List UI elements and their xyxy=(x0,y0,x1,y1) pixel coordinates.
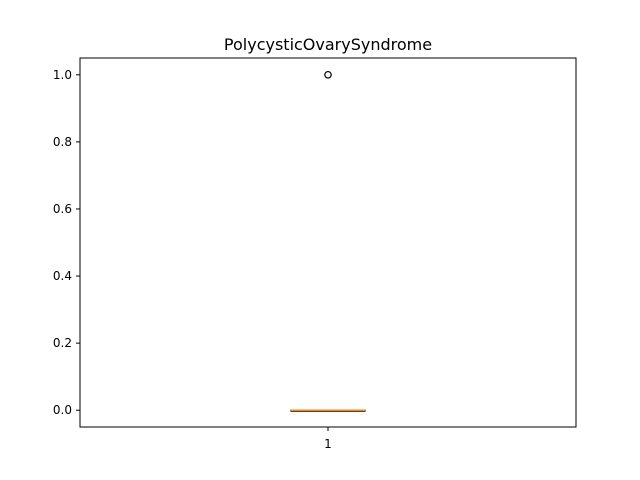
y-tick-label: 0.6 xyxy=(53,202,72,216)
chart-title: PolycysticOvarySyndrome xyxy=(224,35,432,54)
y-tick-label: 0.8 xyxy=(53,135,72,149)
outlier-point xyxy=(324,70,332,79)
y-tick-label: 1.0 xyxy=(53,68,72,82)
y-tick-label: 0.2 xyxy=(53,336,72,350)
box-series xyxy=(290,70,366,412)
plot-frame xyxy=(79,57,577,428)
x-tick-label: 1 xyxy=(324,437,332,451)
y-tick-label: 0.0 xyxy=(53,403,72,417)
y-axis: 0.0 0.2 0.4 0.6 0.8 1.0 xyxy=(53,68,80,417)
x-axis: 1 xyxy=(324,427,332,451)
y-tick-label: 0.4 xyxy=(53,269,72,283)
